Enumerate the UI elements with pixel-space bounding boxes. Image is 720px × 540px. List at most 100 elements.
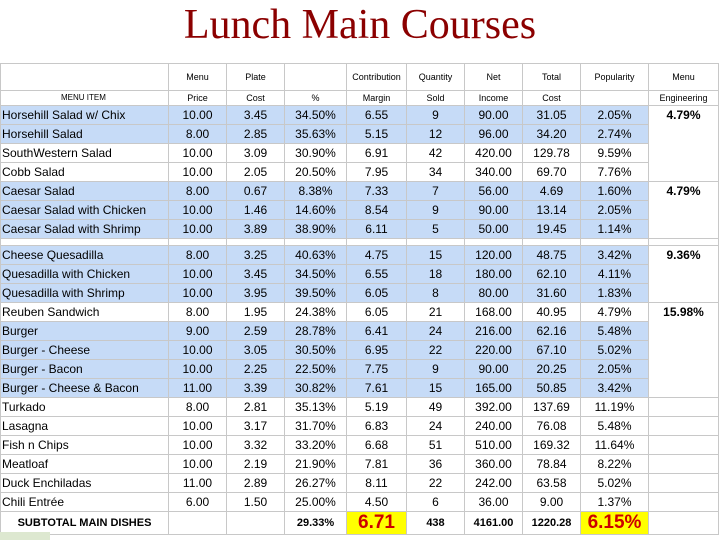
menu-item-name: Quesadilla with Shrimp: [0, 283, 169, 303]
cell-margin: 6.05: [346, 302, 407, 322]
engineering-value: 9.36%: [648, 245, 719, 303]
menu-item-name: Quesadilla with Chicken: [0, 264, 169, 284]
page-title: Lunch Main Courses: [183, 2, 537, 48]
cell-qty: 9: [406, 105, 465, 125]
cell-income: 180.00: [464, 264, 523, 284]
cell-pop: 9.59%: [580, 143, 649, 163]
cell-cost: 2.81: [226, 397, 285, 417]
table-row: Turkado 8.00 2.81 35.13% 5.19 49 392.00 137.69 1…: [0, 397, 719, 417]
table-row: Caesar Salad 8.00 0.67 8.38% 7.33 7 56.00 4.69 1…: [0, 181, 719, 239]
cell-pct: 35.63%: [284, 124, 347, 144]
table-row: Horsehill Salad 8.00 2.85 35.63% 5.15 12 96.00…: [0, 124, 719, 144]
cell-margin: 6.55: [346, 105, 407, 125]
cell-pop: 5.48%: [580, 321, 649, 341]
cell-income: 420.00: [464, 143, 523, 163]
cell-price: 10.00: [168, 359, 227, 379]
cell-pop: 2.05%: [580, 105, 649, 125]
cell-pct: 39.50%: [284, 283, 347, 303]
cell-price: 9.00: [168, 321, 227, 341]
cell-total: 137.69: [522, 397, 581, 417]
cell-total: 62.16: [522, 321, 581, 341]
cell-total: 48.75: [522, 245, 581, 265]
cell-price: 10.00: [168, 143, 227, 163]
cell-qty: 5: [406, 219, 465, 239]
cell-margin: 6.41: [346, 321, 407, 341]
menu-engineering-table: Menu Plate Contribution Quantity Net Total Pop…: [0, 63, 719, 535]
table-row: Burger - Cheese & Bacon 11.00 3.39 30.82% 7.…: [0, 378, 719, 398]
menu-item-name: Fish n Chips: [0, 435, 169, 455]
table-row: Chili Entrée 6.00 1.50 25.00% 4.50 6 36.00 9.00…: [0, 492, 719, 512]
cell-pct: 30.50%: [284, 340, 347, 360]
corner-decoration: [0, 532, 50, 540]
cell-pct: 34.50%: [284, 105, 347, 125]
cell-cost: 3.09: [226, 143, 285, 163]
cell-pop: 1.37%: [580, 492, 649, 512]
cell-pct: 26.27%: [284, 473, 347, 493]
cell-pct: 8.38%: [284, 181, 347, 201]
table-row: Quesadilla with Shrimp 10.00 3.95 39.50% 6.0…: [0, 283, 719, 303]
cell-price: 8.00: [168, 181, 227, 201]
cell-income: 168.00: [464, 302, 523, 322]
subtotal-row: SUBTOTAL MAIN DISHES 29.33% 6.71 438 4161.00…: [0, 511, 719, 535]
column-header: %: [284, 90, 347, 106]
spacer-row: [0, 238, 719, 246]
menu-item-name: Duck Enchiladas: [0, 473, 169, 493]
cell-price: 6.00: [168, 492, 227, 512]
cell-income: 242.00: [464, 473, 523, 493]
column-header: Total: [522, 63, 581, 91]
cell-pop: 2.05%: [580, 359, 649, 379]
cell-total: 67.10: [522, 340, 581, 360]
menu-item-name: Turkado: [0, 397, 169, 417]
cell-pop: 1.14%: [580, 219, 649, 239]
cell-cost: 3.17: [226, 416, 285, 436]
table-row: SouthWestern Salad 10.00 3.09 30.90% 6.91 42 4…: [0, 143, 719, 163]
menu-item-name: Burger - Bacon: [0, 359, 169, 379]
menu-item-name: Caesar Salad with Shrimp: [0, 219, 169, 239]
cell-total: 13.14: [522, 200, 581, 220]
cell-pop: 4.79%: [580, 302, 649, 322]
cell-income: 510.00: [464, 435, 523, 455]
cell-income: 56.00: [464, 181, 523, 201]
column-header: Popularity: [580, 63, 649, 91]
cell-total: 20.25: [522, 359, 581, 379]
subtotal-margin: 6.71: [346, 511, 407, 535]
cell-margin: 6.05: [346, 283, 407, 303]
engineering-value: 15.98%: [648, 302, 719, 398]
header-row-1: Menu Plate Contribution Quantity Net Total Pop…: [0, 63, 719, 91]
column-header: MENU ITEM: [0, 90, 169, 106]
cell-price: 10.00: [168, 105, 227, 125]
cell-pop: 4.11%: [580, 264, 649, 284]
table-row: Duck Enchiladas 11.00 2.89 26.27% 8.11 22 242.…: [0, 473, 719, 493]
table-row: Caesar Salad with Shrimp 10.00 3.89 38.90% 6…: [0, 219, 719, 239]
cell-qty: 36: [406, 454, 465, 474]
cell-qty: 12: [406, 124, 465, 144]
cell-qty: 49: [406, 397, 465, 417]
cell-qty: 9: [406, 200, 465, 220]
cell-cost: 3.45: [226, 105, 285, 125]
cell-income: 36.00: [464, 492, 523, 512]
menu-item-name: Burger - Cheese: [0, 340, 169, 360]
cell-margin: 5.15: [346, 124, 407, 144]
cell-cost: 2.89: [226, 473, 285, 493]
cell-pop: 5.02%: [580, 340, 649, 360]
cell-income: 90.00: [464, 105, 523, 125]
cell-pct: 31.70%: [284, 416, 347, 436]
column-header: [284, 63, 347, 91]
cell-cost: 3.05: [226, 340, 285, 360]
cell-price: 11.00: [168, 378, 227, 398]
cell-pct: 34.50%: [284, 264, 347, 284]
cell-price: 11.00: [168, 473, 227, 493]
cell-income: 165.00: [464, 378, 523, 398]
cell-pct: 21.90%: [284, 454, 347, 474]
cell-pop: 1.60%: [580, 181, 649, 201]
cell-pop: 8.22%: [580, 454, 649, 474]
column-header: Margin: [346, 90, 407, 106]
subtotal-qty: 438: [406, 511, 465, 535]
cell-cost: 2.05: [226, 162, 285, 182]
cell-margin: 6.68: [346, 435, 407, 455]
column-header: Contribution: [346, 63, 407, 91]
cell-price: 10.00: [168, 200, 227, 220]
subtotal-pct: 29.33%: [284, 511, 347, 535]
cell-price: 8.00: [168, 397, 227, 417]
cell-cost: 2.59: [226, 321, 285, 341]
